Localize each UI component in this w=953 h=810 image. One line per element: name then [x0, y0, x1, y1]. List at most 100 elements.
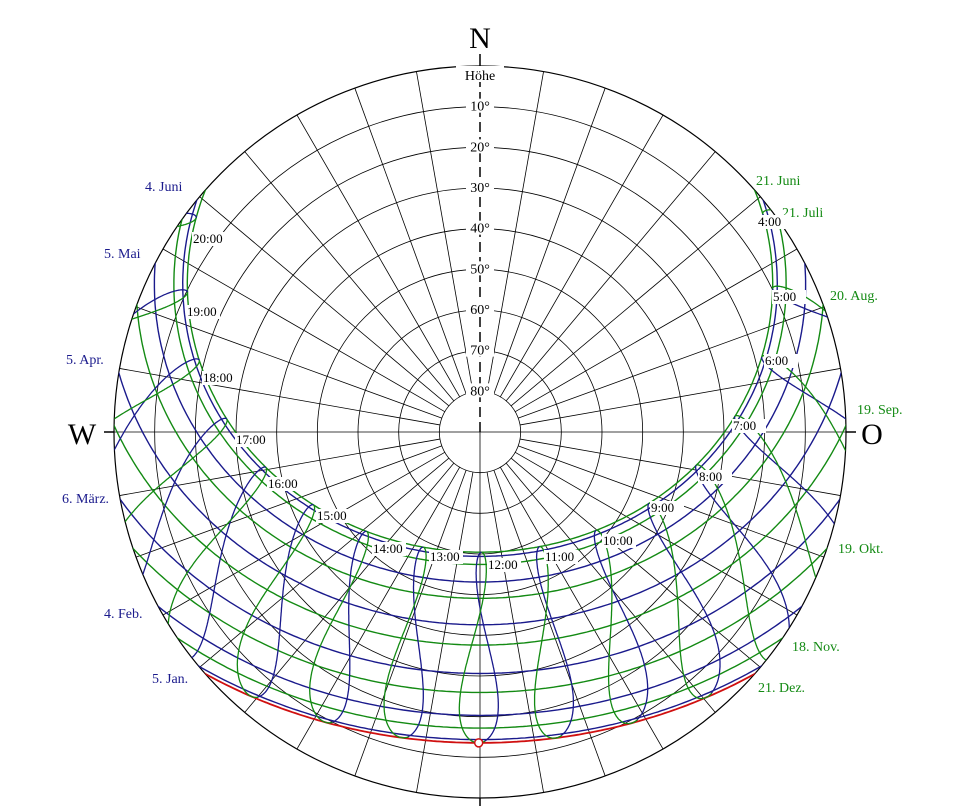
azimuth-line [296, 467, 461, 750]
label-bg [372, 542, 406, 556]
analemma [407, 546, 424, 738]
analemma [383, 546, 427, 739]
label-bg [429, 550, 463, 564]
label-bg [192, 232, 226, 246]
azimuth-line [416, 471, 474, 793]
analemma [309, 530, 370, 724]
hour-label: 20:00 [193, 231, 223, 246]
azimuth-line [162, 248, 445, 413]
label-bg [487, 558, 521, 572]
date-label: 4. Feb. [104, 607, 143, 622]
hour-label: 9:00 [651, 500, 674, 515]
label-bg [466, 261, 494, 276]
azimuth-line [499, 114, 664, 397]
label-bg [772, 290, 806, 304]
hour-label: 14:00 [373, 541, 403, 556]
azimuth-line [486, 471, 544, 793]
altitude-tick: 50° [470, 262, 490, 277]
azimuth-line [135, 306, 442, 419]
date-label: 21. Juni [756, 174, 800, 189]
azimuth-line [519, 368, 841, 426]
altitude-label: Höhe [465, 69, 495, 84]
analemma [118, 292, 189, 324]
azimuth-line [119, 368, 441, 426]
analemma [331, 530, 367, 723]
altitude-tick: 70° [470, 344, 490, 359]
compass-west: W [68, 418, 97, 451]
date-label: 6. März. [62, 492, 109, 507]
hour-label: 15:00 [317, 508, 347, 523]
analemma [535, 546, 575, 737]
label-bg [757, 215, 791, 229]
noon-marker [473, 738, 484, 748]
analemma [257, 504, 314, 698]
hour-label: 4:00 [758, 214, 781, 229]
altitude-tick: 60° [470, 303, 490, 318]
azimuth-line [493, 470, 606, 777]
hour-label: 8:00 [699, 469, 722, 484]
hour-label: 17:00 [236, 432, 266, 447]
analemma [116, 289, 189, 329]
azimuth-line [486, 71, 544, 393]
hour-label: 13:00 [430, 549, 460, 564]
label-bg [698, 470, 732, 484]
azimuth-line [135, 445, 442, 558]
altitude-tick: 30° [470, 181, 490, 196]
hour-label: 18:00 [203, 370, 233, 385]
analemma [593, 529, 649, 721]
date-label: 20. Aug. [830, 289, 878, 304]
label-bg [732, 419, 766, 433]
label-bg [466, 302, 494, 316]
label-bg [466, 98, 494, 113]
date-curve [181, 167, 779, 558]
label-bg [650, 501, 684, 515]
hour-label: 16:00 [268, 476, 298, 491]
label-bg [602, 534, 636, 548]
hour-label: 19:00 [187, 304, 217, 319]
date-label: 19. Sep. [857, 403, 903, 418]
date-label: 21. Dez. [758, 681, 805, 696]
analemma [475, 551, 499, 742]
date-curve [114, 476, 846, 675]
azimuth-line [493, 87, 606, 394]
azimuth-line [505, 151, 716, 402]
altitude-tick: 40° [470, 222, 490, 237]
azimuth-line [515, 248, 798, 413]
azimuth-line [519, 438, 841, 496]
date-label: 5. Jan. [152, 672, 188, 687]
analemma [236, 504, 316, 699]
analemma [116, 418, 228, 536]
date-curve [151, 618, 808, 729]
hour-label: 12:00 [488, 557, 518, 572]
labels: N W O Höhe 10° 20° 30° 40° 50° 60° 70° 80° 4. Juni 5.… [62, 22, 903, 696]
azimuth-line [354, 87, 467, 394]
azimuth-line [416, 71, 474, 393]
analemma [734, 414, 823, 595]
azimuth-line [199, 196, 450, 407]
label-bg [466, 139, 494, 154]
label-bg [466, 383, 494, 398]
date-label: 18. Nov. [792, 640, 840, 655]
date-label: 21. Juli [782, 206, 823, 221]
date-label: 19. Okt. [838, 542, 884, 557]
altitude-tick: 80° [470, 384, 490, 399]
altitude-tick: 20° [470, 140, 490, 155]
analemma [458, 551, 487, 744]
label-bg [267, 477, 301, 491]
label-bg [316, 509, 350, 523]
hour-label: 6:00 [765, 353, 788, 368]
label-bg [764, 354, 798, 368]
analemma [185, 466, 267, 661]
date-label: 5. Mai [104, 247, 141, 262]
analemma [136, 417, 228, 591]
label-bg [202, 371, 236, 385]
compass-north: N [469, 22, 491, 55]
label-bg [186, 305, 220, 319]
label-bg [466, 342, 494, 357]
date-label: 4. Juni [145, 180, 182, 195]
label-bg [466, 180, 494, 194]
hour-label: 7:00 [733, 418, 756, 433]
date-curve [115, 526, 846, 694]
analemma [114, 358, 200, 470]
